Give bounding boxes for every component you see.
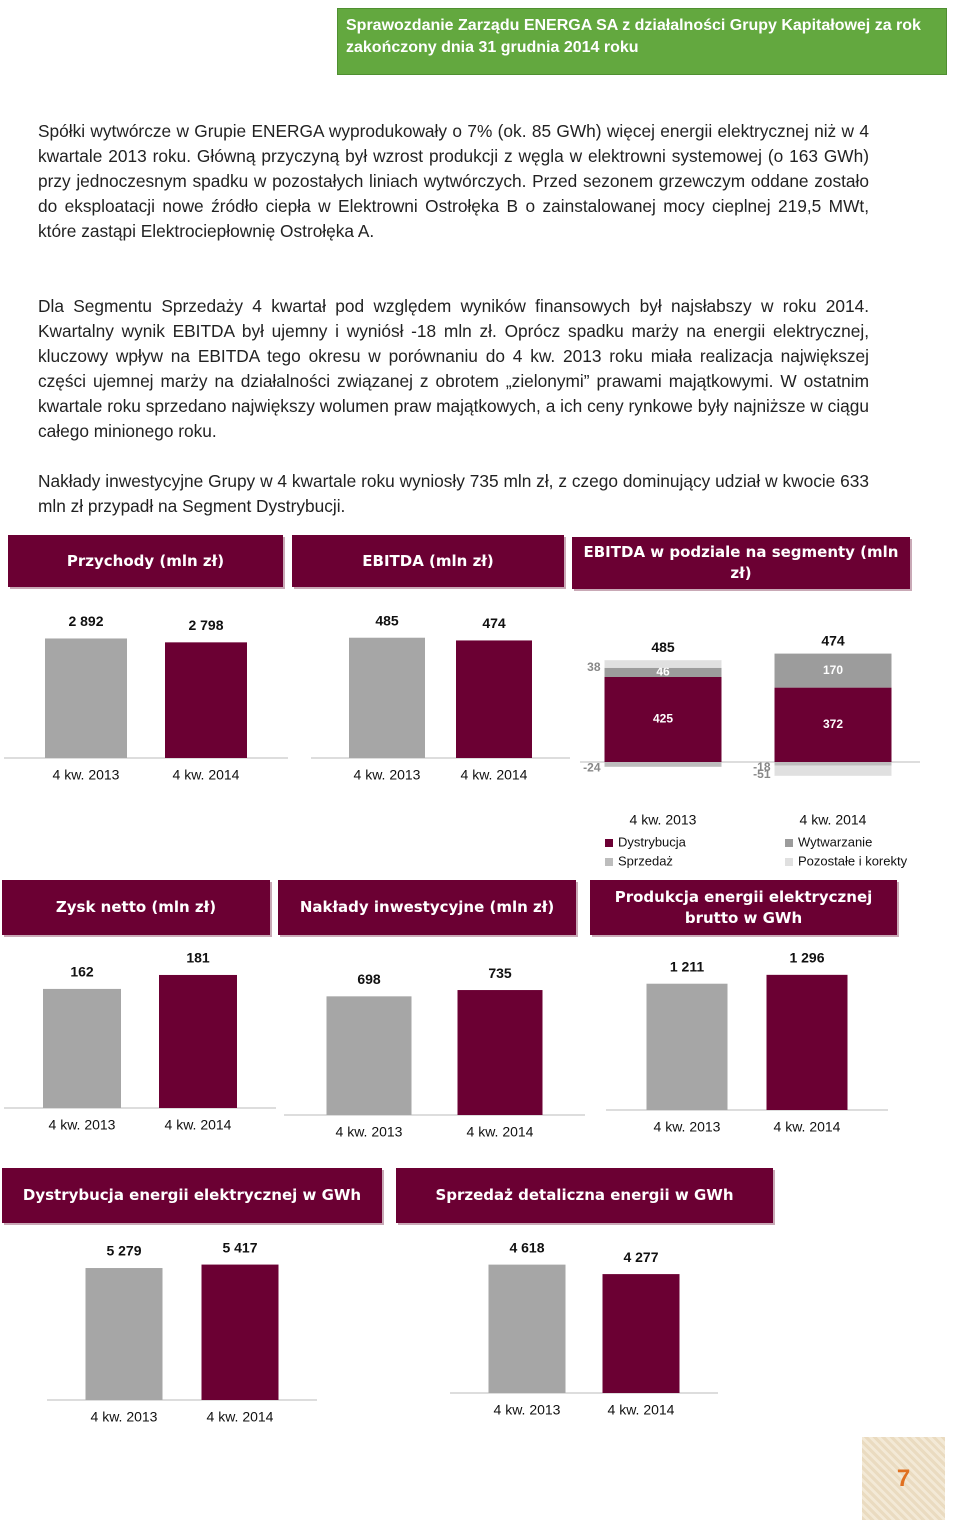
bar-segment (604, 677, 722, 762)
bar (457, 990, 543, 1115)
paragraph: Nakłady inwestycyjne Grupy w 4 kwartale … (38, 471, 869, 516)
x-tick-label: 4 kw. 2014 (800, 812, 867, 828)
total-label: 474 (821, 632, 845, 648)
bar (766, 974, 848, 1110)
paragraph: Dla Segmentu Sprzedaży 4 kwartał pod wzg… (38, 296, 869, 441)
value-label: 2 892 (68, 613, 103, 629)
chart-title: EBITDA (mln zł) (292, 535, 564, 587)
value-label: 698 (357, 971, 381, 987)
x-tick-label: 4 kw. 2014 (461, 767, 528, 783)
x-tick-label: 4 kw. 2014 (608, 1402, 675, 1418)
bar (165, 642, 247, 758)
x-tick-label: 4 kw. 2013 (630, 812, 697, 828)
x-tick-label: 4 kw. 2013 (53, 767, 120, 783)
legend-swatch (605, 839, 613, 847)
chart-title: Produkcja energii elektrycznej brutto w … (590, 880, 897, 935)
value-label: 46 (656, 665, 670, 679)
header: Sprawozdanie Zarządu ENERGA SA z działal… (337, 8, 947, 75)
bar (456, 640, 532, 758)
bar (85, 1268, 163, 1400)
legend-swatch (605, 858, 613, 866)
x-tick-label: 4 kw. 2014 (207, 1409, 274, 1425)
value-label: 735 (488, 965, 512, 981)
value-label: 425 (653, 712, 673, 726)
value-label: 5 417 (222, 1239, 257, 1255)
legend-swatch (785, 858, 793, 866)
chart-title: Sprzedaż detaliczna energii w GWh (396, 1168, 773, 1223)
value-label: 4 277 (623, 1249, 658, 1265)
bar-segment (774, 765, 892, 776)
value-label: 474 (482, 615, 506, 631)
chart-title: Przychody (mln zł) (8, 535, 283, 587)
bar (201, 1264, 279, 1400)
x-tick-label: 4 kw. 2014 (173, 767, 240, 783)
bar (326, 996, 412, 1115)
value-label: 2 798 (188, 617, 223, 633)
x-tick-label: 4 kw. 2014 (165, 1117, 232, 1133)
x-tick-label: 4 kw. 2013 (91, 1409, 158, 1425)
x-tick-label: 4 kw. 2014 (774, 1119, 841, 1135)
chart-title: EBITDA w podziale na segmenty (mln zł) (572, 537, 910, 589)
chart-title: Dystrybucja energii elektrycznej w GWh (2, 1168, 382, 1223)
total-label: 485 (651, 639, 675, 655)
bar (488, 1264, 566, 1393)
bar-segment (774, 762, 892, 766)
x-tick-label: 4 kw. 2013 (654, 1119, 721, 1135)
bar (602, 1274, 680, 1393)
paragraph: Spółki wytwórcze w Grupie ENERGA wyprodu… (38, 121, 869, 241)
x-tick-label: 4 kw. 2013 (336, 1124, 403, 1140)
bar (43, 988, 121, 1108)
value-label: 162 (70, 964, 94, 980)
bar-segment (604, 667, 722, 677)
legend-swatch (785, 839, 793, 847)
bar-segment (604, 660, 722, 668)
value-label: 1 296 (789, 950, 824, 966)
legend-label: Dystrybucja (618, 834, 687, 849)
legend-label: Sprzedaż (618, 853, 673, 868)
value-label: 4 618 (509, 1239, 544, 1255)
bar (159, 974, 237, 1108)
bar (45, 638, 127, 758)
value-label: -18 (753, 760, 771, 774)
value-label: 38 (587, 660, 601, 674)
bar (349, 637, 425, 758)
x-tick-label: 4 kw. 2013 (49, 1117, 116, 1133)
value-label: 181 (186, 950, 210, 966)
bar-segment (604, 762, 722, 767)
bar-segment (774, 687, 892, 762)
x-tick-label: 4 kw. 2013 (354, 767, 421, 783)
chart-title: Nakłady inwestycyjne (mln zł) (278, 880, 576, 935)
x-tick-label: 4 kw. 2014 (467, 1124, 534, 1140)
value-label: 1 211 (670, 958, 704, 974)
bar (646, 983, 728, 1110)
legend-label: Wytwarzanie (798, 834, 872, 849)
value-label: 5 279 (106, 1243, 141, 1259)
value-label: -51 (753, 767, 771, 781)
value-label: -24 (583, 761, 601, 775)
value-label: 372 (823, 717, 843, 731)
chart-title: Zysk netto (mln zł) (2, 880, 270, 935)
value-label: 485 (375, 612, 399, 628)
x-tick-label: 4 kw. 2013 (494, 1402, 561, 1418)
value-label: 170 (823, 663, 843, 677)
legend-label: Pozostałe i korekty (798, 853, 908, 868)
page-number: 7 (862, 1437, 945, 1520)
bar-segment (774, 653, 892, 688)
